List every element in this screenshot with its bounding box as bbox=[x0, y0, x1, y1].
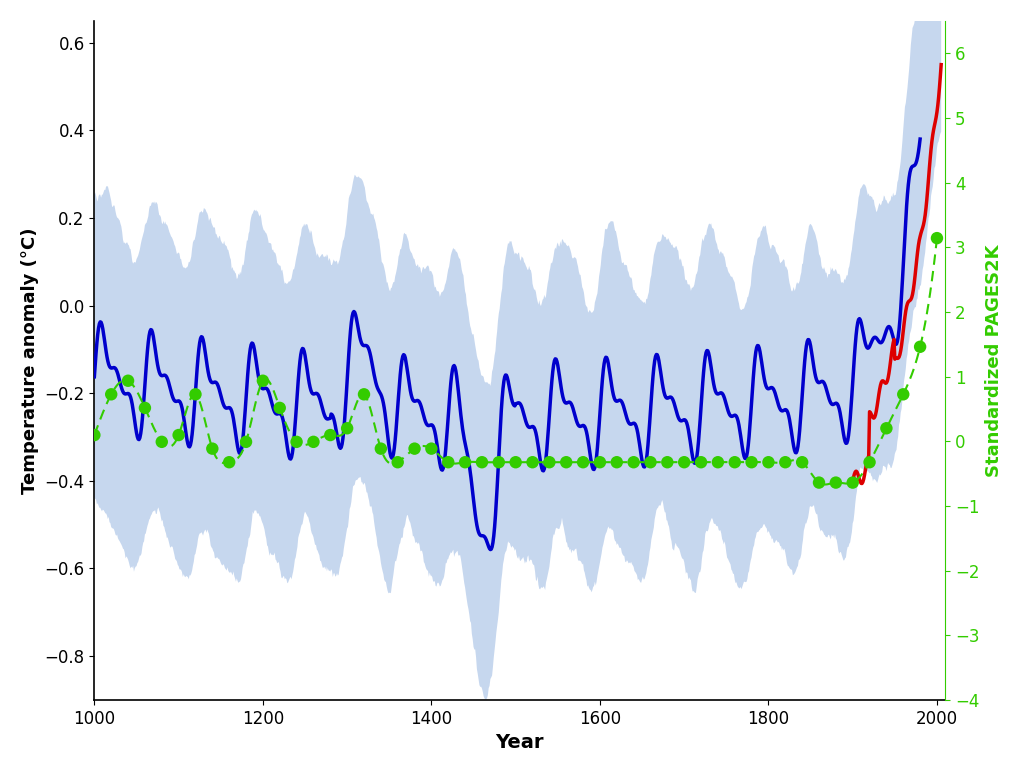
Point bbox=[305, 436, 322, 448]
Point bbox=[355, 388, 372, 400]
Point bbox=[170, 429, 186, 441]
Point bbox=[389, 456, 406, 468]
Point bbox=[440, 456, 457, 468]
Point bbox=[490, 456, 507, 468]
Point bbox=[271, 402, 288, 414]
Point bbox=[895, 388, 911, 400]
X-axis label: Year: Year bbox=[496, 733, 544, 752]
Point bbox=[373, 442, 389, 455]
Point bbox=[508, 456, 524, 468]
Point bbox=[524, 456, 541, 468]
Point bbox=[541, 456, 557, 468]
Point bbox=[289, 436, 305, 448]
Point bbox=[827, 476, 844, 489]
Point bbox=[811, 476, 827, 489]
Point bbox=[642, 456, 658, 468]
Point bbox=[760, 456, 776, 468]
Point bbox=[120, 375, 136, 387]
Y-axis label: Temperature anomaly (°C): Temperature anomaly (°C) bbox=[20, 227, 39, 494]
Point bbox=[929, 232, 945, 244]
Point bbox=[423, 442, 439, 455]
Point bbox=[323, 429, 339, 441]
Point bbox=[187, 388, 204, 400]
Point bbox=[204, 442, 220, 455]
Point bbox=[407, 442, 423, 455]
Point bbox=[574, 456, 591, 468]
Point bbox=[727, 456, 743, 468]
Point bbox=[777, 456, 794, 468]
Point bbox=[676, 456, 692, 468]
Point bbox=[592, 456, 608, 468]
Point bbox=[558, 456, 574, 468]
Point bbox=[339, 422, 355, 434]
Point bbox=[845, 476, 861, 489]
Point bbox=[474, 456, 490, 468]
Point bbox=[154, 436, 170, 448]
Point bbox=[879, 422, 895, 434]
Point bbox=[861, 456, 878, 468]
Point bbox=[710, 456, 726, 468]
Point bbox=[221, 456, 238, 468]
Point bbox=[103, 388, 120, 400]
Point bbox=[693, 456, 710, 468]
Point bbox=[255, 375, 271, 387]
Y-axis label: Standardized PAGES2K: Standardized PAGES2K bbox=[985, 244, 1004, 477]
Point bbox=[457, 456, 473, 468]
Point bbox=[137, 402, 154, 414]
Point bbox=[626, 456, 642, 468]
Point bbox=[912, 341, 929, 353]
Point bbox=[743, 456, 760, 468]
Point bbox=[238, 436, 254, 448]
Point bbox=[86, 429, 102, 441]
Point bbox=[794, 456, 810, 468]
Point bbox=[608, 456, 625, 468]
Point bbox=[659, 456, 676, 468]
